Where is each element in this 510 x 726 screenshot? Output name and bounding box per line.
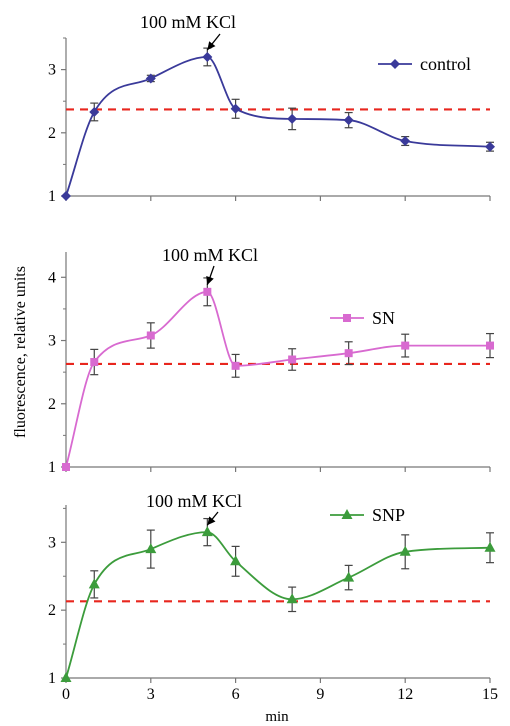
y-tick-label: 2 (48, 125, 56, 142)
annotation-text: 100 mM KCl (162, 245, 258, 265)
y-tick-label: 4 (48, 269, 56, 286)
data-point (146, 331, 155, 340)
legend-label: SN (372, 308, 395, 328)
data-point (145, 543, 157, 554)
chart-panel-2: 1 2 3 4 SN 100 mM KCl (48, 245, 494, 476)
data-point (62, 463, 70, 471)
data-point (145, 73, 156, 84)
data-point (231, 361, 240, 370)
data-point (230, 103, 241, 114)
data-point (486, 341, 494, 350)
data-point (202, 51, 213, 62)
y-tick-label: 3 (48, 534, 56, 551)
legend-label: control (420, 54, 471, 74)
data-point (88, 578, 100, 589)
annotation-text: 100 mM KCl (140, 12, 236, 32)
chart-panel-3: 1 2 3 SNP 100 mM KCl (48, 491, 496, 687)
data-point (201, 526, 213, 537)
annotation-text: 100 mM KCl (146, 491, 242, 511)
x-tick-label: 6 (232, 686, 240, 703)
series-line (65, 531, 491, 679)
x-tick-label: 3 (147, 686, 155, 703)
annotation-arrowhead (206, 275, 214, 285)
y-axis-label: fluorescence, relative units (12, 266, 29, 438)
y-tick-label: 2 (48, 396, 56, 413)
x-tick-label: 9 (316, 686, 324, 703)
data-point (484, 541, 496, 552)
data-point (230, 555, 242, 566)
series-line (65, 290, 490, 468)
data-point (287, 113, 298, 124)
data-point (344, 349, 353, 358)
legend-label: SNP (372, 505, 405, 525)
data-point (286, 593, 298, 604)
data-point (288, 355, 297, 364)
data-point (61, 191, 71, 201)
data-point (343, 571, 355, 582)
data-point (400, 136, 411, 147)
chart-panel-1: 1 2 3 control 100 mM KCl (48, 12, 495, 205)
y-tick-label: 2 (48, 602, 56, 619)
data-point (399, 545, 411, 556)
x-tick-label: 12 (397, 686, 413, 703)
annotation-arrowhead (207, 516, 216, 526)
x-axis-label: min (265, 709, 289, 725)
legend-marker (390, 59, 400, 69)
x-tick-label: 0 (62, 686, 70, 703)
legend-marker (343, 314, 351, 322)
data-point (401, 341, 410, 350)
y-tick-label: 3 (48, 333, 56, 350)
y-tick-label: 1 (48, 188, 56, 205)
annotation-arrowhead (207, 41, 216, 50)
y-tick-label: 1 (48, 459, 56, 476)
data-point (343, 115, 354, 126)
data-point (89, 106, 100, 117)
data-point (485, 141, 495, 152)
data-point (60, 672, 72, 682)
legend-marker (341, 509, 353, 519)
series-line (65, 56, 491, 197)
x-tick-label: 15 (482, 686, 498, 703)
y-tick-label: 1 (48, 670, 56, 687)
y-tick-label: 3 (48, 62, 56, 79)
data-point (203, 287, 212, 296)
data-point (90, 358, 99, 367)
